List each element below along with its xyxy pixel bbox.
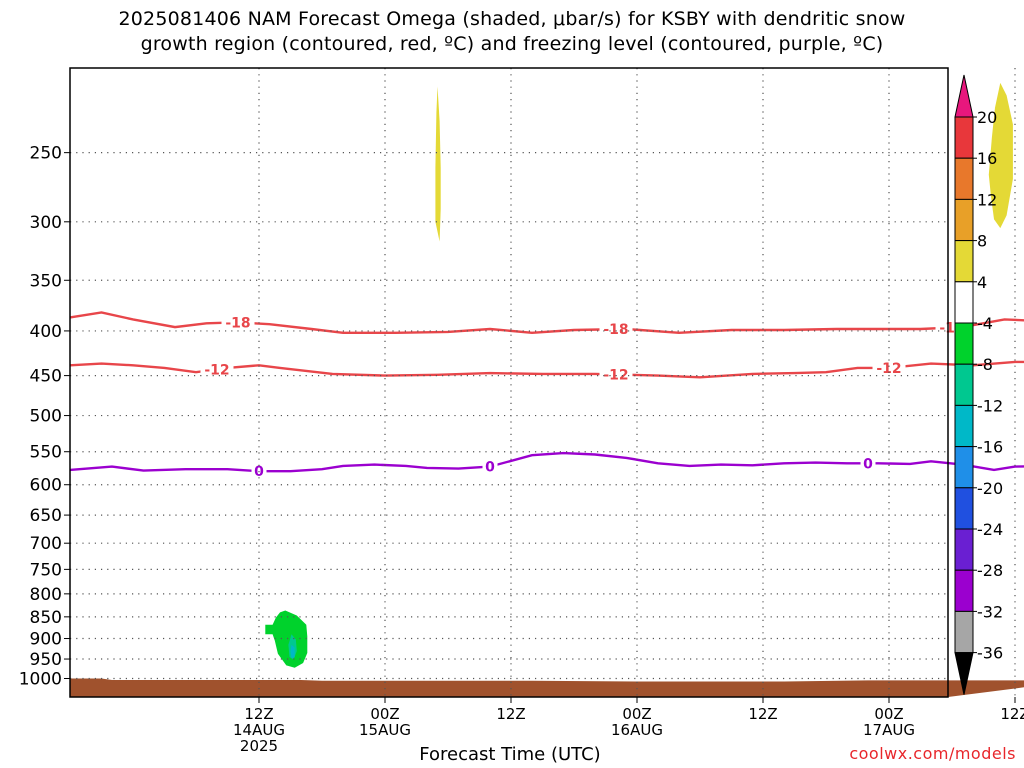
- colorbar-label: -16: [977, 438, 1003, 457]
- colorbar-swatch: [954, 487, 974, 530]
- contour-0: [69, 311, 1024, 335]
- colorbar-swatch: [954, 157, 974, 200]
- y-tick-label: 700: [30, 534, 62, 554]
- omega-shade-0: [435, 86, 441, 242]
- y-tick-label: 800: [30, 585, 62, 605]
- contour-label: 0: [254, 464, 264, 480]
- x-tick-label: 00Z: [874, 705, 903, 723]
- x-tick-label: 2025: [240, 737, 278, 755]
- colorbar-label: -4: [977, 314, 993, 333]
- site-credit: coolwx.com/models: [849, 744, 1016, 763]
- x-tick-label: 16AUG: [611, 721, 663, 739]
- axes: 2503003504004505005506006507007508008509…: [19, 67, 1024, 755]
- colorbar-top-arrow: [954, 74, 974, 118]
- contour-label-bg: [599, 366, 633, 383]
- colorbar-label: -28: [977, 561, 1003, 580]
- colorbar-swatch: [954, 404, 974, 448]
- colorbar-label: 12: [977, 190, 997, 209]
- x-tick-label: 15AUG: [359, 721, 411, 739]
- y-tick-label: 900: [30, 630, 62, 650]
- contour-label: -18: [603, 322, 628, 338]
- y-tick-label: 300: [30, 213, 62, 233]
- colorbar-bottom-arrow: [954, 652, 974, 695]
- colorbar-swatch: [954, 446, 974, 489]
- colorbar-label: -20: [977, 479, 1003, 498]
- colorbar-label: -24: [977, 520, 1003, 539]
- colorbar-swatch: [954, 240, 974, 283]
- colorbar-swatch: [954, 322, 974, 365]
- y-tick-label: 500: [30, 407, 62, 427]
- x-tick-label: 17AUG: [863, 721, 915, 739]
- colorbar-label: -8: [977, 355, 993, 374]
- y-tick-label: 950: [30, 650, 62, 670]
- contour-label: 0: [485, 460, 495, 476]
- contour-label-bg: [860, 455, 876, 472]
- x-tick-label: 12Z: [748, 705, 777, 723]
- colorbar-swatch: [954, 363, 974, 406]
- contour-label: -18: [225, 315, 250, 331]
- colorbar-label: -32: [977, 602, 1003, 621]
- y-tick-label: 450: [30, 367, 62, 387]
- contour-label: 0: [863, 456, 873, 472]
- colorbar-label: -12: [977, 396, 1003, 415]
- colorbar-label: -36: [977, 644, 1003, 663]
- contour-label-bg: [482, 458, 498, 475]
- contour-label-bg: [221, 314, 255, 331]
- x-tick-label: 12Z: [244, 705, 273, 723]
- omega-shade-1: [988, 82, 1013, 229]
- contour-label-bg: [200, 361, 234, 378]
- terrain-fill: [70, 678, 1024, 697]
- colorbar-swatch: [954, 569, 974, 612]
- y-tick-label: 250: [30, 144, 62, 164]
- y-tick-label: 750: [30, 560, 62, 580]
- colorbar-label: 16: [977, 149, 997, 168]
- x-tick-label: 00Z: [622, 705, 651, 723]
- y-tick-label: 1000: [19, 669, 62, 689]
- colorbar-label: 20: [977, 108, 997, 127]
- x-tick-label: 14AUG: [233, 721, 285, 739]
- y-tick-label: 350: [30, 271, 62, 291]
- plot-area: -18 -18 -18-12 -12 -120 0 0: [69, 82, 1024, 697]
- contour-label-bg: [599, 321, 633, 338]
- omega-shade-4: [290, 644, 295, 659]
- x-axis-label: Forecast Time (UTC): [419, 744, 601, 765]
- x-tick-label: 00Z: [370, 705, 399, 723]
- colorbar: 20 16 12 8 4 -4 -8 -12 -16 -20 -24 -28 -32 -36: [954, 74, 1003, 695]
- colorbar-swatch: [954, 528, 974, 571]
- y-tick-label: 650: [30, 506, 62, 526]
- colorbar-swatch: [954, 281, 974, 324]
- contour-label: -12: [876, 361, 901, 377]
- y-tick-label: 850: [30, 608, 62, 628]
- y-tick-label: 600: [30, 476, 62, 496]
- colorbar-label: 4: [977, 273, 987, 292]
- x-tick-label: 12Z: [1000, 705, 1024, 723]
- contour-label: -12: [204, 362, 229, 378]
- omega-shade-2: [265, 610, 308, 668]
- chart-title-line1: 2025081406 NAM Forecast Omega (shaded, μ…: [118, 8, 906, 30]
- y-tick-label: 400: [30, 322, 62, 342]
- colorbar-swatch: [954, 198, 974, 242]
- x-tick-label: 12Z: [496, 705, 525, 723]
- plot-frame: [69, 67, 949, 698]
- colorbar-swatch: [954, 116, 974, 159]
- colorbar-swatch: [954, 610, 974, 654]
- contour-2: [69, 451, 1024, 473]
- chart-title-line2: growth region (contoured, red, ºC) and f…: [140, 33, 884, 55]
- contour-label-bg: [872, 359, 906, 376]
- y-tick-label: 550: [30, 443, 62, 463]
- colorbar-label: 8: [977, 232, 987, 251]
